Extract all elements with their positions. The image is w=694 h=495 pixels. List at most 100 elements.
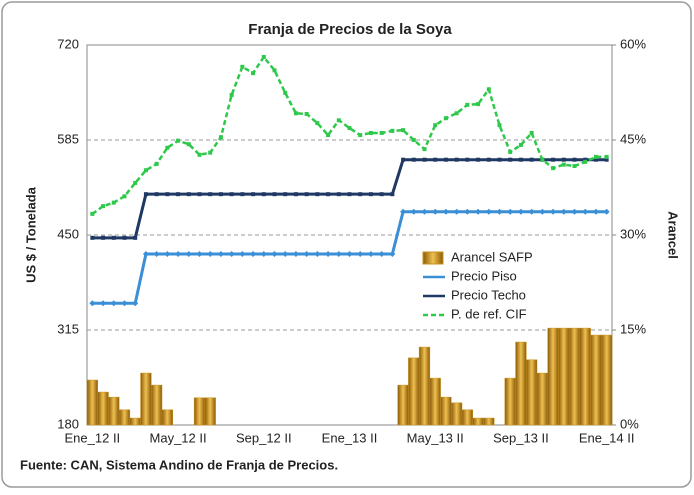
- line-marker: [401, 128, 406, 133]
- line-marker: [122, 235, 127, 240]
- line-marker: [411, 138, 416, 142]
- line-marker: [304, 192, 309, 197]
- line-marker: [432, 208, 439, 215]
- line-marker: [293, 111, 298, 116]
- bar: [429, 377, 441, 426]
- line-marker: [292, 251, 299, 257]
- line-marker: [347, 192, 352, 197]
- bar: [536, 372, 548, 426]
- line-marker: [239, 251, 246, 257]
- line-marker: [454, 111, 459, 116]
- line-marker: [507, 208, 514, 215]
- line-marker: [304, 111, 309, 116]
- line-marker: [486, 87, 491, 92]
- bar: [118, 409, 131, 426]
- legend-label: Precio Piso: [451, 268, 517, 283]
- line-marker: [208, 192, 213, 197]
- line-marker: [111, 235, 116, 240]
- bar: [504, 377, 516, 426]
- line-marker: [228, 251, 235, 257]
- bar: [547, 327, 559, 426]
- line-marker: [185, 251, 192, 257]
- line-marker: [422, 147, 427, 152]
- bar: [108, 396, 120, 426]
- bar: [472, 417, 484, 426]
- line-marker: [154, 161, 159, 166]
- line-marker: [101, 204, 106, 209]
- line-marker: [442, 208, 449, 215]
- line-marker: [143, 192, 148, 197]
- line-marker: [571, 208, 578, 215]
- x-tick-label: Ene_13 II: [322, 430, 378, 445]
- bar: [483, 417, 495, 426]
- line-marker: [368, 130, 373, 135]
- bar: [568, 327, 581, 426]
- line-marker: [367, 251, 374, 257]
- line-marker: [283, 90, 288, 95]
- line-marker: [165, 192, 170, 197]
- line-marker: [508, 157, 513, 162]
- line-marker: [111, 200, 116, 205]
- line-marker: [465, 102, 470, 107]
- line-marker: [272, 68, 277, 73]
- line-marker: [217, 251, 224, 257]
- bar: [193, 397, 206, 426]
- line-marker: [101, 235, 106, 240]
- line-marker: [379, 130, 384, 135]
- bar: [408, 357, 420, 426]
- line-marker: [390, 128, 395, 133]
- line-marker: [90, 235, 95, 240]
- line-marker: [358, 192, 363, 197]
- line-marker: [315, 192, 320, 197]
- line-marker: [443, 116, 448, 121]
- line-marker: [175, 251, 182, 257]
- y2-tick-label: 0%: [620, 416, 639, 431]
- line-marker: [197, 192, 202, 197]
- line-marker: [358, 133, 363, 138]
- line-marker: [261, 54, 266, 59]
- line-marker: [240, 192, 245, 197]
- line-marker: [336, 192, 341, 197]
- y2-tick-label: 30%: [620, 226, 646, 241]
- line-marker: [229, 192, 234, 197]
- line-marker: [132, 300, 139, 307]
- line-marker: [464, 208, 471, 215]
- line-marker: [229, 92, 234, 97]
- line-marker: [508, 149, 513, 154]
- line-marker: [293, 192, 298, 197]
- line-marker: [497, 123, 502, 128]
- line-marker: [164, 251, 171, 257]
- line-marker: [389, 251, 396, 257]
- y-tick-label: 315: [57, 321, 79, 336]
- line-marker: [550, 208, 557, 215]
- y-tick-label: 180: [57, 416, 79, 431]
- x-tick-label: Ene_14 II: [579, 430, 635, 445]
- bar: [397, 384, 409, 426]
- line-marker: [272, 192, 277, 197]
- line-marker: [186, 142, 191, 147]
- line-marker: [196, 251, 203, 257]
- bar: [461, 409, 473, 426]
- line-marker: [261, 192, 266, 197]
- x-tick-label: May_12 II: [150, 430, 207, 445]
- line-marker: [176, 192, 181, 197]
- legend-label: Precio Techo: [451, 287, 526, 302]
- line-marker: [433, 123, 438, 128]
- x-tick-label: Sep_12 II: [236, 430, 292, 445]
- y2-tick-label: 45%: [620, 131, 646, 146]
- x-tick-label: Sep_13 II: [493, 430, 549, 445]
- line-marker: [260, 251, 267, 257]
- line-marker: [540, 157, 545, 162]
- line-marker: [476, 157, 481, 162]
- line-marker: [475, 208, 482, 215]
- line-marker: [90, 211, 95, 216]
- y-tick-label: 720: [57, 36, 79, 51]
- line-marker: [251, 71, 256, 76]
- line-marker: [421, 208, 428, 215]
- line-marker: [303, 251, 310, 257]
- line-marker: [165, 145, 170, 150]
- bar: [151, 384, 163, 426]
- line-marker: [517, 208, 524, 215]
- line-marker: [326, 192, 331, 197]
- line-marker: [497, 157, 502, 162]
